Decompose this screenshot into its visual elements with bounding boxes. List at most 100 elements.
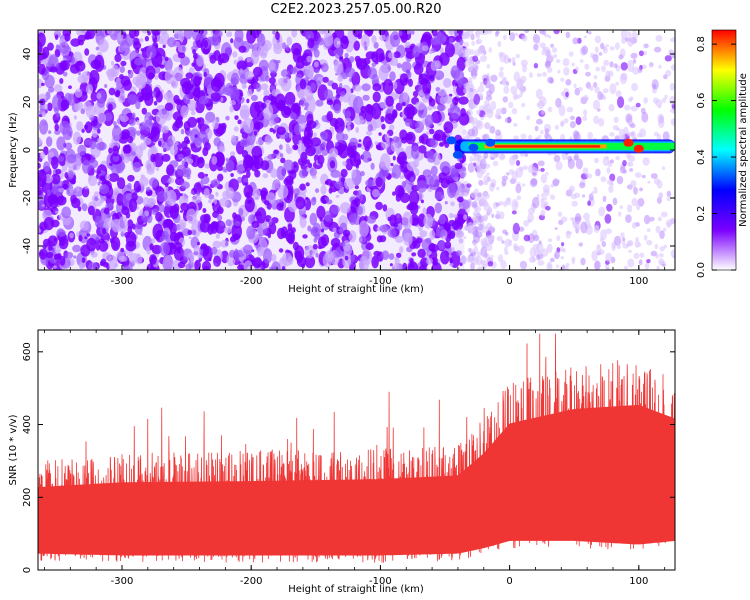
heatmap-cell xyxy=(230,173,234,177)
heatmap-cell xyxy=(476,109,481,115)
heatmap-cell xyxy=(587,200,591,206)
snr-x-tick-label: -200 xyxy=(240,576,263,587)
heatmap-cell xyxy=(508,58,512,63)
heatmap-cell xyxy=(396,213,400,219)
heatmap-cell xyxy=(321,141,327,149)
heatmap-cell xyxy=(212,119,219,130)
heatmap-cell xyxy=(475,120,482,128)
heatmap-cell xyxy=(543,49,552,57)
heatmap-cell xyxy=(388,52,395,59)
heatmap-cell xyxy=(61,183,69,189)
heatmap-cell xyxy=(537,169,541,172)
heatmap-cell xyxy=(172,66,184,82)
heatmap-cell xyxy=(430,165,438,176)
heatmap-cell xyxy=(204,142,211,151)
heatmap-cell xyxy=(514,32,519,37)
heatmap-cell xyxy=(289,112,297,120)
heatmap-cell xyxy=(449,258,453,264)
heatmap-cell xyxy=(87,159,99,169)
heatmap-cell xyxy=(396,252,402,258)
heatmap-cell xyxy=(128,198,138,213)
heatmap-cell xyxy=(540,110,545,115)
heatmap-cell xyxy=(554,250,560,260)
heatmap-cell xyxy=(38,32,46,47)
heatmap-cell xyxy=(89,140,97,150)
heatmap-cell xyxy=(471,41,476,46)
heatmap-cell xyxy=(371,35,377,44)
heatmap-cell xyxy=(145,159,156,172)
heatmap-cell xyxy=(53,107,59,114)
heatmap-cell xyxy=(638,259,643,266)
snr-y-axis-label: SNR (10 * v/v) xyxy=(8,414,19,485)
heatmap-cell xyxy=(533,43,539,51)
heatmap-cell xyxy=(511,210,517,215)
heatmap-cell xyxy=(41,112,46,117)
heatmap-cell xyxy=(442,35,447,42)
heatmap-cell xyxy=(529,72,533,78)
heatmap-cell xyxy=(524,153,528,157)
heatmap-cell xyxy=(70,56,76,64)
heatmap-cell xyxy=(163,219,173,227)
heatmap-cell xyxy=(429,230,436,240)
heatmap-cell xyxy=(593,81,598,88)
heatmap-cell xyxy=(211,246,218,255)
heatmap-cell xyxy=(521,183,526,187)
heatmap-cell xyxy=(618,54,624,60)
heatmap-cell xyxy=(298,169,308,179)
heatmap-cell xyxy=(499,66,504,71)
heatmap-cell xyxy=(566,262,570,267)
heatmap-cell xyxy=(450,102,456,111)
heatmap-cell xyxy=(477,85,485,93)
heatmap-cell xyxy=(432,30,438,37)
heatmap-cell xyxy=(76,60,83,66)
heatmap-cell xyxy=(175,98,183,105)
heatmap-cell xyxy=(280,69,291,78)
heatmap-cell xyxy=(575,116,582,125)
heatmap-cell xyxy=(132,112,136,119)
heatmap-cell xyxy=(652,83,657,89)
heatmap-cell xyxy=(317,154,325,165)
heatmap-cell xyxy=(602,88,609,94)
heatmap-cell xyxy=(414,168,420,177)
heatmap-cell xyxy=(255,140,260,145)
heatmap-cell xyxy=(272,30,276,35)
heatmap-cell xyxy=(509,32,515,42)
heatmap-cell xyxy=(114,263,119,268)
heatmap-cell xyxy=(197,117,205,126)
heatmap-cell xyxy=(245,255,250,259)
heatmap-cell xyxy=(358,255,369,270)
heatmap-cell xyxy=(127,94,139,105)
heatmap-cell xyxy=(246,199,251,205)
heatmap-cell xyxy=(258,59,269,72)
heatmap-cell xyxy=(59,78,64,84)
heatmap-cell xyxy=(458,113,470,126)
heatmap-cell xyxy=(323,89,334,101)
heatmap-cell xyxy=(344,178,355,190)
heatmap-cell xyxy=(344,52,349,59)
heatmap-cell xyxy=(334,117,345,134)
spectrogram-x-axis-label: Height of straight line (km) xyxy=(288,284,424,295)
heatmap-cell xyxy=(549,194,556,200)
heatmap-cell xyxy=(448,30,455,36)
heatmap-cell xyxy=(629,123,636,129)
heatmap-cell xyxy=(268,77,276,85)
heatmap-cell xyxy=(50,219,60,228)
heatmap-cell xyxy=(365,179,374,187)
heatmap-cell xyxy=(490,74,498,83)
heatmap-cell xyxy=(413,63,424,75)
heatmap-cell xyxy=(619,205,623,210)
heatmap-cell xyxy=(296,55,306,63)
heatmap-cell xyxy=(146,168,155,175)
heatmap-cell xyxy=(571,256,576,262)
heatmap-cell xyxy=(573,154,579,161)
heatmap-cell xyxy=(481,259,488,266)
colorbar-tick-label: 0.0 xyxy=(696,262,707,278)
heatmap-cell xyxy=(57,155,64,162)
heatmap-cell xyxy=(294,250,303,259)
heatmap-cell xyxy=(127,135,134,144)
heatmap-cell xyxy=(569,121,576,129)
heatmap-cell xyxy=(59,240,65,246)
colorbar: 0.0 0.2 0.4 0.6 0.8 Normalized spectral ampl… xyxy=(696,29,749,278)
heatmap-cell xyxy=(174,30,183,35)
heatmap-cell xyxy=(461,166,466,172)
